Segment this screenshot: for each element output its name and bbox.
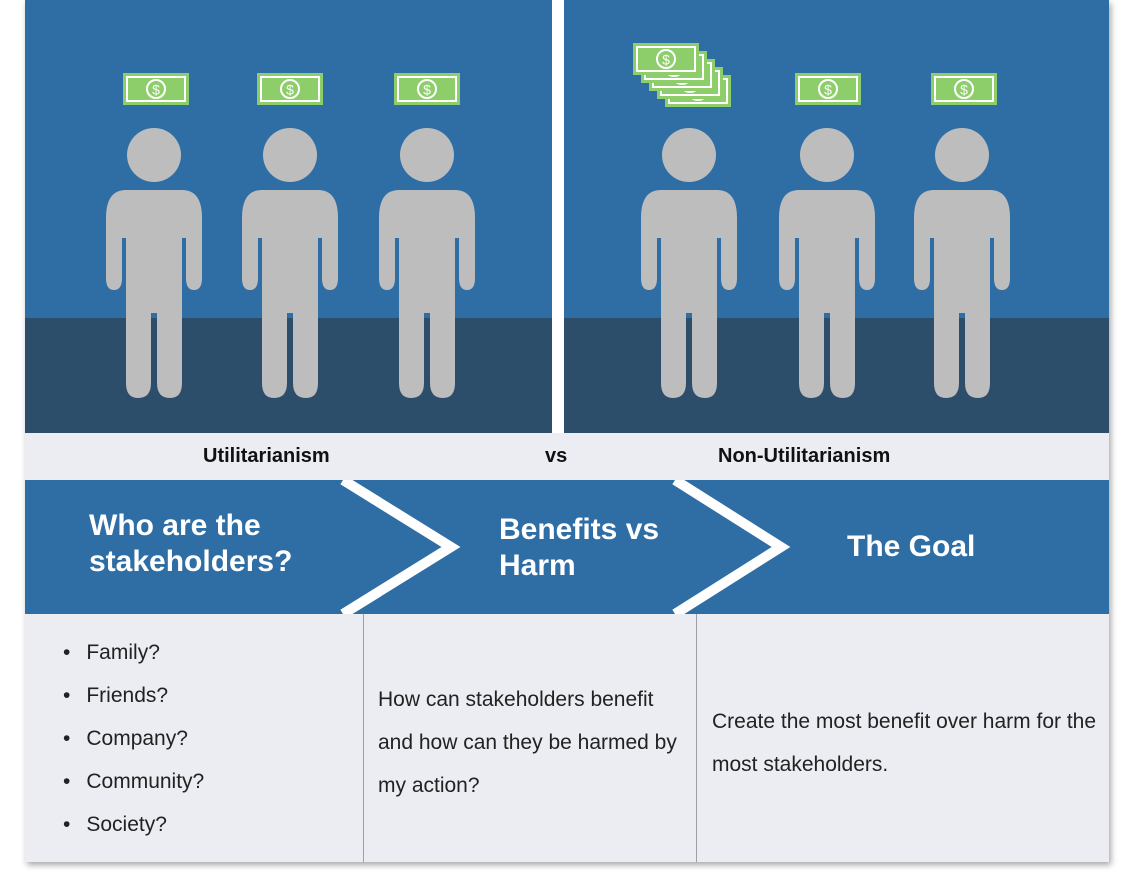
list-item: Friends? [63, 681, 204, 724]
step-goal-title: The Goal [847, 530, 976, 563]
list-item: Family? [63, 638, 204, 681]
non-utilitarianism-label: Non-Utilitarianism [718, 445, 891, 467]
step-stakeholders-title: Who are the stakeholders? [89, 509, 293, 578]
dollar-bill-icon [257, 73, 323, 105]
column-divider [696, 614, 697, 862]
chevron-divider [672, 480, 791, 614]
column-divider [363, 614, 364, 862]
steps-banner [25, 480, 1109, 614]
dollar-bill-icon [394, 73, 460, 105]
dollar-bill-icon [123, 73, 189, 105]
list-item: Community? [63, 767, 204, 810]
utilitarianism-label: Utilitarianism [203, 445, 330, 467]
panel-divider [552, 0, 564, 433]
versus-label: vs [545, 445, 568, 467]
chevron-divider [340, 480, 461, 614]
left-panel-floor [25, 318, 552, 433]
comparison-labels: Utilitarianism vs Non-Utilitarianism [25, 433, 1109, 480]
steps-detail: Family? Friends? Company? Community? Soc… [25, 614, 1109, 862]
dollar-bill-icon [795, 73, 861, 105]
comparison-scene: $ [25, 0, 1109, 433]
benefits-description: How can stakeholders benefit and how can… [378, 688, 677, 797]
list-item: Company? [63, 724, 204, 767]
goal-description: Create the most benefit over harm for th… [712, 710, 1097, 776]
dollar-bill-icon [931, 73, 997, 105]
step-benefits-title: Benefits vs Harm [499, 513, 660, 582]
stakeholder-list: Family? Friends? Company? Community? Soc… [63, 638, 204, 853]
list-item: Society? [63, 810, 204, 853]
infographic-frame: $ [25, 0, 1109, 862]
